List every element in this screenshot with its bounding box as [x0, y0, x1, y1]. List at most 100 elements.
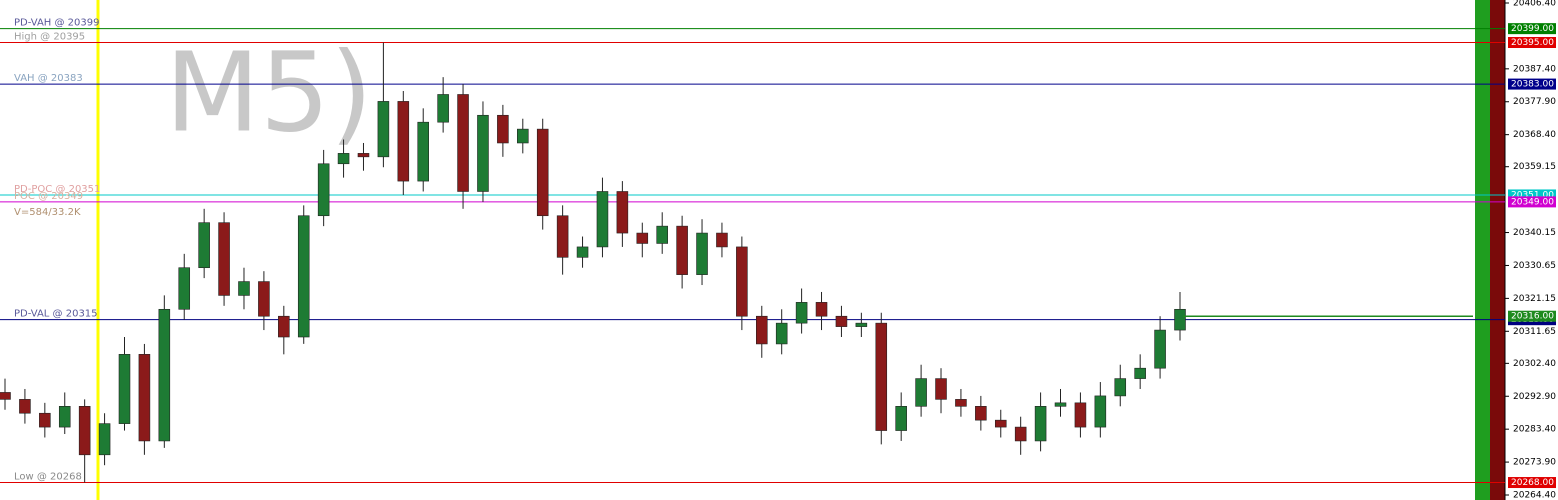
candle-body — [656, 225, 668, 244]
price-tag-label: 20316.00 — [1511, 312, 1554, 322]
y-tick-label: 20368.40 — [1513, 130, 1556, 140]
price-tag — [1508, 189, 1556, 201]
candle-body — [397, 101, 410, 182]
candle-body — [118, 354, 131, 424]
candle-body — [58, 406, 71, 428]
candle-body — [1054, 402, 1067, 407]
candle-body — [696, 232, 708, 275]
candle-body — [1094, 395, 1107, 428]
price-tag — [1508, 23, 1556, 35]
strength-strip — [1490, 0, 1505, 500]
candle-body — [676, 225, 688, 275]
candle-body — [258, 281, 270, 317]
candle-body — [1154, 329, 1166, 369]
candle-body — [337, 153, 350, 165]
y-tick-label: 20330.65 — [1513, 261, 1556, 271]
candle-body — [477, 114, 489, 192]
candle-body — [1034, 406, 1047, 442]
candle-body — [915, 378, 927, 407]
candle-body — [994, 419, 1007, 428]
watermark: M5) — [165, 28, 373, 156]
candle-body — [198, 222, 210, 269]
candle-body — [357, 153, 370, 158]
y-tick-label: 20292.90 — [1513, 392, 1556, 402]
candle-body — [457, 94, 469, 192]
price-tag-label: 20399.00 — [1511, 24, 1554, 34]
candle-body — [278, 315, 290, 338]
level-label: VAH @ 20383 — [14, 73, 83, 84]
candle-body — [556, 215, 569, 258]
y-tick-label: 20302.40 — [1513, 359, 1556, 369]
candle-body — [975, 406, 987, 421]
level-label: High @ 20395 — [14, 31, 85, 42]
y-tick-label: 20311.65 — [1513, 327, 1556, 337]
price-tag — [1508, 477, 1556, 489]
candle-body — [815, 302, 828, 317]
candle-body — [1174, 308, 1186, 331]
candle-body — [716, 232, 728, 248]
candle-body — [517, 128, 529, 144]
price-tag — [1508, 196, 1556, 208]
candle-body — [756, 315, 768, 345]
candle-body — [855, 322, 868, 327]
strength-strip — [1475, 0, 1490, 500]
level-label: PD-POC @ 20351 — [14, 184, 100, 195]
candle-body — [98, 423, 111, 456]
level-label: POC @ 20349 — [14, 191, 83, 202]
candle-body — [158, 308, 171, 442]
candle-body — [497, 114, 509, 144]
candle-body — [795, 302, 808, 324]
y-tick-label: 20406.40 — [1513, 0, 1556, 9]
candle-body — [536, 128, 549, 217]
candle-body — [39, 412, 51, 428]
level-label: PD-VAH @ 20399 — [14, 18, 99, 29]
candle-body — [895, 406, 907, 431]
candle-body — [1014, 426, 1027, 442]
candle-body — [417, 121, 429, 182]
y-tick-label: 20283.40 — [1513, 425, 1556, 435]
candle-body — [576, 246, 589, 258]
price-tag-label: 20349.00 — [1511, 197, 1554, 207]
candle-body — [218, 222, 230, 296]
candle-body — [0, 392, 11, 400]
candle-body — [835, 315, 848, 327]
y-tick-label: 20264.40 — [1513, 491, 1556, 500]
candle-body — [297, 215, 310, 338]
y-tick-label: 20340.15 — [1513, 228, 1556, 238]
y-tick-label: 20387.40 — [1513, 64, 1556, 74]
candle-body — [437, 94, 449, 123]
candle-body — [775, 322, 788, 345]
price-tag-label: 20268.00 — [1511, 478, 1554, 488]
price-tag — [1508, 36, 1556, 48]
candle-body — [138, 354, 151, 442]
candle-body — [636, 232, 649, 244]
level-label: PD-VAL @ 20315 — [14, 309, 98, 320]
price-tag-label: 20351.00 — [1511, 190, 1554, 200]
price-tag-label: 20395.00 — [1511, 38, 1554, 48]
candle-body — [1134, 367, 1146, 379]
candle-body — [317, 163, 330, 217]
candle-body — [377, 101, 390, 158]
candle-body — [1114, 378, 1127, 397]
candle-body — [19, 399, 31, 414]
y-tick-label: 20273.90 — [1513, 458, 1556, 468]
level-label: Low @ 20268 — [14, 472, 82, 483]
volume-label: V=584/33.2K — [14, 207, 81, 218]
candle-body — [736, 246, 748, 317]
price-tag — [1508, 78, 1556, 90]
price-tag-label: 20383.00 — [1511, 80, 1554, 90]
candle-body — [596, 191, 609, 248]
y-tick-label: 20321.15 — [1513, 294, 1556, 304]
candle-body — [238, 281, 250, 296]
candle-body — [616, 191, 629, 234]
price-tag — [1508, 310, 1556, 322]
candle-body — [178, 267, 191, 310]
candle-body — [875, 322, 888, 431]
y-tick-label: 20359.15 — [1513, 162, 1556, 172]
candle-body — [935, 378, 947, 400]
candle-body — [955, 399, 967, 407]
candle-body — [78, 406, 91, 456]
y-tick-label: 20377.90 — [1513, 97, 1556, 107]
